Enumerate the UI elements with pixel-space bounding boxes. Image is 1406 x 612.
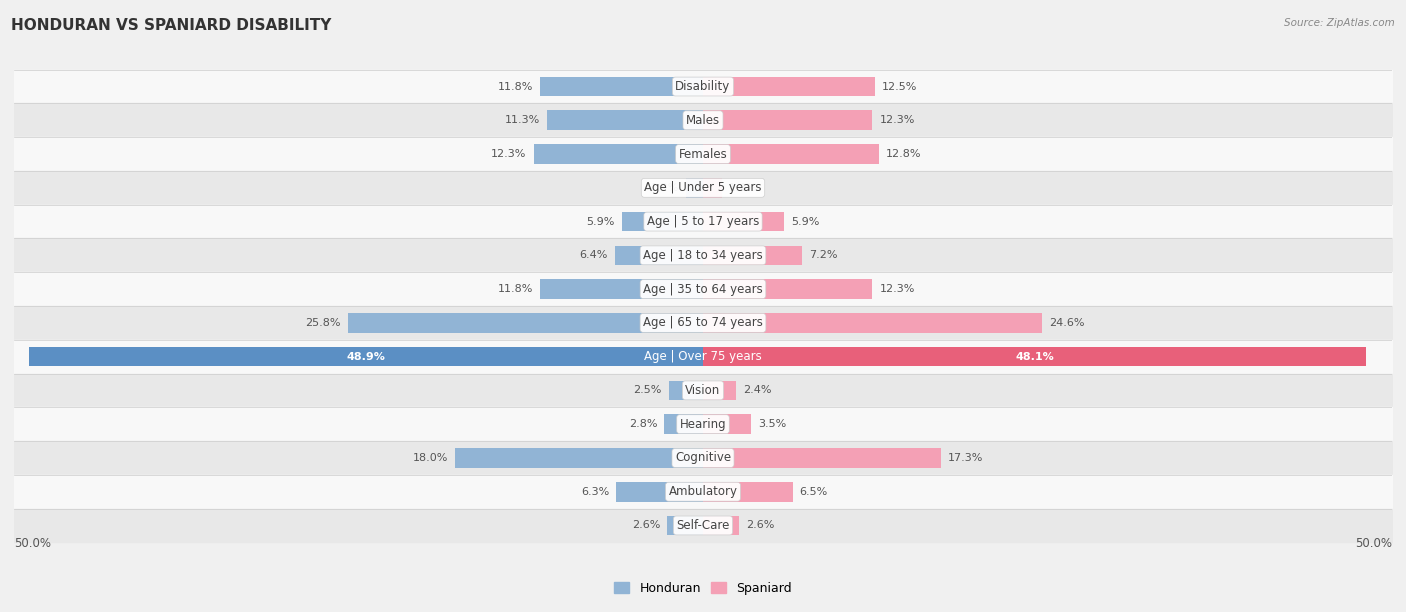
Bar — [665, 414, 703, 434]
Text: 12.3%: 12.3% — [879, 115, 915, 125]
Bar — [703, 245, 803, 265]
Legend: Honduran, Spaniard: Honduran, Spaniard — [610, 578, 796, 599]
Bar — [668, 516, 703, 536]
Text: Ambulatory: Ambulatory — [668, 485, 738, 498]
Text: 11.8%: 11.8% — [498, 81, 533, 92]
Bar — [703, 381, 737, 400]
Text: Cognitive: Cognitive — [675, 452, 731, 465]
Bar — [703, 178, 723, 198]
Text: Hearing: Hearing — [679, 417, 727, 431]
Text: 12.3%: 12.3% — [491, 149, 527, 159]
Text: 6.3%: 6.3% — [581, 487, 609, 497]
Text: Females: Females — [679, 147, 727, 160]
Text: 2.5%: 2.5% — [633, 386, 662, 395]
Text: Age | 5 to 17 years: Age | 5 to 17 years — [647, 215, 759, 228]
Bar — [703, 212, 785, 231]
Text: 6.4%: 6.4% — [579, 250, 607, 260]
Bar — [621, 212, 703, 231]
Text: 1.4%: 1.4% — [730, 183, 758, 193]
Bar — [703, 313, 1042, 333]
Bar — [703, 414, 751, 434]
Bar — [347, 313, 703, 333]
Text: 50.0%: 50.0% — [1355, 537, 1392, 550]
Text: Age | 35 to 64 years: Age | 35 to 64 years — [643, 283, 763, 296]
Text: 12.3%: 12.3% — [879, 284, 915, 294]
Text: Age | 65 to 74 years: Age | 65 to 74 years — [643, 316, 763, 329]
Bar — [703, 448, 942, 468]
Bar — [540, 76, 703, 96]
Text: 6.5%: 6.5% — [800, 487, 828, 497]
Text: 12.5%: 12.5% — [882, 81, 918, 92]
Bar — [703, 347, 1365, 367]
Bar — [614, 245, 703, 265]
Text: Vision: Vision — [685, 384, 721, 397]
Bar — [703, 144, 879, 164]
Text: 18.0%: 18.0% — [413, 453, 449, 463]
Bar — [686, 178, 703, 198]
Text: 17.3%: 17.3% — [948, 453, 984, 463]
Bar — [669, 381, 703, 400]
Bar — [703, 279, 873, 299]
Bar — [30, 347, 703, 367]
Text: Age | Over 75 years: Age | Over 75 years — [644, 350, 762, 363]
Text: Males: Males — [686, 114, 720, 127]
Text: 5.9%: 5.9% — [586, 217, 614, 226]
Bar — [533, 144, 703, 164]
Text: 25.8%: 25.8% — [305, 318, 340, 328]
Text: 5.9%: 5.9% — [792, 217, 820, 226]
Text: Age | 18 to 34 years: Age | 18 to 34 years — [643, 249, 763, 262]
Bar — [703, 111, 873, 130]
Text: Source: ZipAtlas.com: Source: ZipAtlas.com — [1284, 18, 1395, 28]
Text: Self-Care: Self-Care — [676, 519, 730, 532]
Text: HONDURAN VS SPANIARD DISABILITY: HONDURAN VS SPANIARD DISABILITY — [11, 18, 332, 34]
Text: 24.6%: 24.6% — [1049, 318, 1084, 328]
Text: 48.9%: 48.9% — [347, 352, 385, 362]
Bar — [547, 111, 703, 130]
Text: 1.2%: 1.2% — [651, 183, 679, 193]
Text: 2.6%: 2.6% — [745, 520, 775, 531]
Text: 2.6%: 2.6% — [631, 520, 661, 531]
Text: 11.8%: 11.8% — [498, 284, 533, 294]
Text: Disability: Disability — [675, 80, 731, 93]
Text: 48.1%: 48.1% — [1015, 352, 1053, 362]
Bar — [456, 448, 703, 468]
Text: 3.5%: 3.5% — [758, 419, 786, 429]
Bar — [616, 482, 703, 501]
Text: Age | Under 5 years: Age | Under 5 years — [644, 181, 762, 195]
Text: 12.8%: 12.8% — [886, 149, 922, 159]
Bar — [703, 482, 793, 501]
Bar — [703, 76, 875, 96]
Text: 2.4%: 2.4% — [742, 386, 772, 395]
Text: 11.3%: 11.3% — [505, 115, 540, 125]
Text: 50.0%: 50.0% — [14, 537, 51, 550]
Text: 2.8%: 2.8% — [628, 419, 658, 429]
Text: 7.2%: 7.2% — [808, 250, 838, 260]
Bar — [703, 516, 738, 536]
Bar — [540, 279, 703, 299]
